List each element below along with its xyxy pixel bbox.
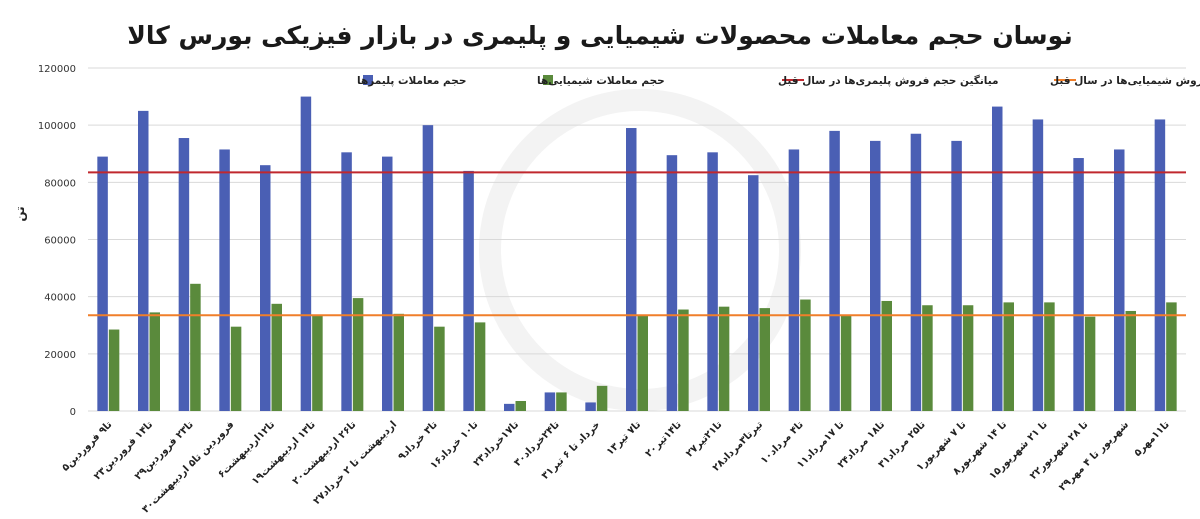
bar-chemicals xyxy=(759,308,770,411)
bar-chemicals xyxy=(800,299,811,411)
bar-chemicals xyxy=(962,305,974,411)
bar-polymers xyxy=(666,155,678,411)
bar-polymers xyxy=(544,392,556,411)
bar-chemicals xyxy=(1166,302,1177,411)
y-tick-label: 40000 xyxy=(44,293,76,304)
legend-label: میانگین حجم فروش پلیمری‌ها در سال قبل xyxy=(778,74,999,87)
legend-swatch xyxy=(363,75,373,85)
bar-polymers xyxy=(422,125,434,412)
bar-polymers xyxy=(870,140,881,411)
y-axis-ticks: 0 20000 40000 60000 80000 100000 120000 xyxy=(38,64,76,418)
bar-chemicals xyxy=(352,298,364,411)
bar-polymers xyxy=(951,140,962,411)
bar-polymers xyxy=(585,402,596,411)
bar-chemicals xyxy=(678,309,689,411)
chart-title: نوسان حجم معاملات محصولات شیمیایی و پلیم… xyxy=(127,21,1072,51)
bar-polymers xyxy=(219,149,230,411)
bar-polymers xyxy=(992,106,1003,412)
bar-polymers xyxy=(97,156,108,411)
bar-chemicals xyxy=(474,322,486,411)
bar-chemicals xyxy=(1044,302,1055,411)
y-axis-label: تن xyxy=(13,206,27,221)
legend-item-chemicals: حجم معاملات شیمیایی‌ها xyxy=(537,75,665,87)
legend-item-polymers: حجم معاملات پلیمرها xyxy=(357,75,466,87)
bar-polymers xyxy=(178,138,190,411)
bar-polymers xyxy=(748,175,759,411)
bar-chemicals xyxy=(230,326,242,411)
y-tick-label: 20000 xyxy=(44,350,76,361)
y-tick-label: 120000 xyxy=(38,64,76,75)
bar-polymers xyxy=(300,96,312,411)
y-tick-label: 100000 xyxy=(38,121,76,132)
bar-polymers xyxy=(707,152,718,411)
bar-polymers xyxy=(1073,158,1084,411)
bar-polymers xyxy=(341,152,352,411)
bar-polymers xyxy=(829,130,840,411)
bar-chemicals xyxy=(108,329,120,411)
legend-label: حجم معاملات پلیمرها xyxy=(357,75,466,87)
bar-chemicals xyxy=(1084,316,1096,411)
bar-polymers xyxy=(1154,119,1166,411)
bar-polymers xyxy=(1114,149,1125,411)
bar-chemicals xyxy=(596,385,608,411)
bar-polymers xyxy=(463,170,474,411)
legend-swatch xyxy=(543,75,553,85)
bar-polymers xyxy=(260,165,271,411)
bar-chemicals xyxy=(149,312,160,411)
bar-chemicals xyxy=(393,313,404,411)
bar-polymers xyxy=(626,128,637,411)
bar-polymers xyxy=(504,403,515,411)
bar-chemicals xyxy=(840,315,852,411)
bar-polymers xyxy=(910,133,922,411)
bar-chemicals xyxy=(434,326,445,411)
bar-polymers xyxy=(138,110,149,411)
legend: حجم معاملات پلیمرها حجم معاملات شیمیایی‌ه… xyxy=(357,74,1200,87)
bar-chemicals xyxy=(637,315,648,411)
bar-chemicals xyxy=(190,283,201,411)
y-tick-label: 60000 xyxy=(44,236,76,247)
bar-chemicals xyxy=(718,306,730,411)
bar-polymers xyxy=(382,156,393,411)
bar-chemicals xyxy=(881,300,892,411)
bar-chemicals xyxy=(515,400,526,411)
legend-label: میانگین حجم فروش شیمیایی‌ها در سال قبل xyxy=(1050,74,1200,87)
bar-chemicals xyxy=(1003,302,1014,411)
legend-item-chemical-average: میانگین حجم فروش شیمیایی‌ها در سال قبل xyxy=(1050,74,1200,87)
bar-chemicals xyxy=(271,303,282,411)
bar-polymers xyxy=(1032,119,1044,411)
bar-chemicals xyxy=(556,392,567,411)
y-tick-label: 0 xyxy=(70,407,76,418)
bar-chemicals xyxy=(922,305,933,411)
bars xyxy=(97,96,1177,412)
bar-polymers xyxy=(788,149,800,411)
bar-chemicals xyxy=(312,315,323,411)
gridlines xyxy=(88,67,1186,412)
legend-label: حجم معاملات شیمیایی‌ها xyxy=(537,75,665,87)
reference-lines xyxy=(88,171,1186,317)
bar-chemicals xyxy=(1125,310,1136,411)
legend-item-polymer-average: میانگین حجم فروش پلیمری‌ها در سال قبل xyxy=(778,74,999,87)
y-tick-label: 80000 xyxy=(44,178,76,189)
